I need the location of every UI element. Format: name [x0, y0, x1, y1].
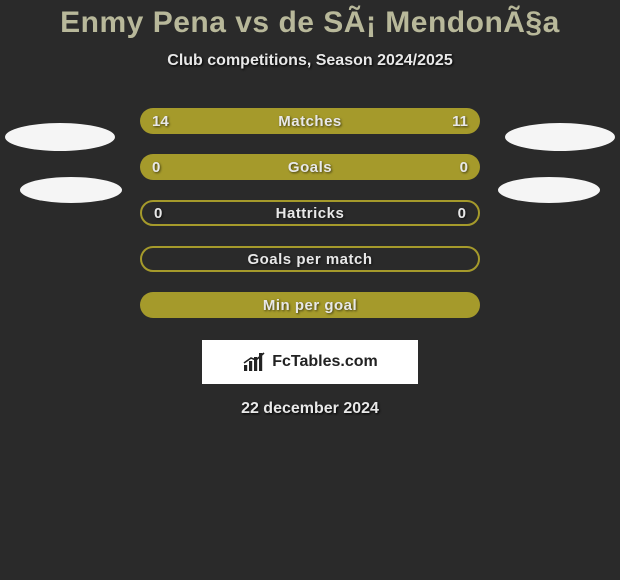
logo-text: FcTables.com — [272, 353, 378, 371]
stat-value-right: 0 — [460, 159, 468, 176]
stat-row: 14 Matches 11 — [0, 98, 620, 144]
stat-row: 0 Goals 0 — [0, 144, 620, 190]
stat-label: Goals — [288, 159, 332, 176]
stat-label: Hattricks — [276, 205, 345, 222]
stat-label: Matches — [278, 113, 342, 130]
stat-bar: Goals per match — [140, 246, 480, 272]
stat-bar: Min per goal — [140, 292, 480, 318]
stat-bar: 14 Matches 11 — [140, 108, 480, 134]
fctables-logo: FcTables.com — [202, 340, 418, 384]
stat-row: Goals per match — [0, 236, 620, 282]
stat-value-left: 0 — [154, 205, 162, 222]
stat-value-left: 0 — [152, 159, 160, 176]
subtitle: Club competitions, Season 2024/2025 — [0, 52, 620, 70]
stat-label: Goals per match — [247, 251, 372, 268]
stat-row: Min per goal — [0, 282, 620, 328]
stat-label: Min per goal — [263, 297, 357, 314]
stat-bar: 0 Goals 0 — [140, 154, 480, 180]
stats-area: 14 Matches 11 0 Goals 0 0 Hattricks 0 Goals per m… — [0, 98, 620, 328]
stat-bar: 0 Hattricks 0 — [140, 200, 480, 226]
date-label: 22 december 2024 — [0, 400, 620, 418]
bar-chart-icon — [242, 351, 268, 373]
stat-row: 0 Hattricks 0 — [0, 190, 620, 236]
stat-value-right: 0 — [458, 205, 466, 222]
stat-value-right: 11 — [452, 113, 468, 130]
page-title: Enmy Pena vs de SÃ¡ MendonÃ§a — [0, 6, 620, 40]
stat-value-left: 14 — [152, 113, 169, 130]
